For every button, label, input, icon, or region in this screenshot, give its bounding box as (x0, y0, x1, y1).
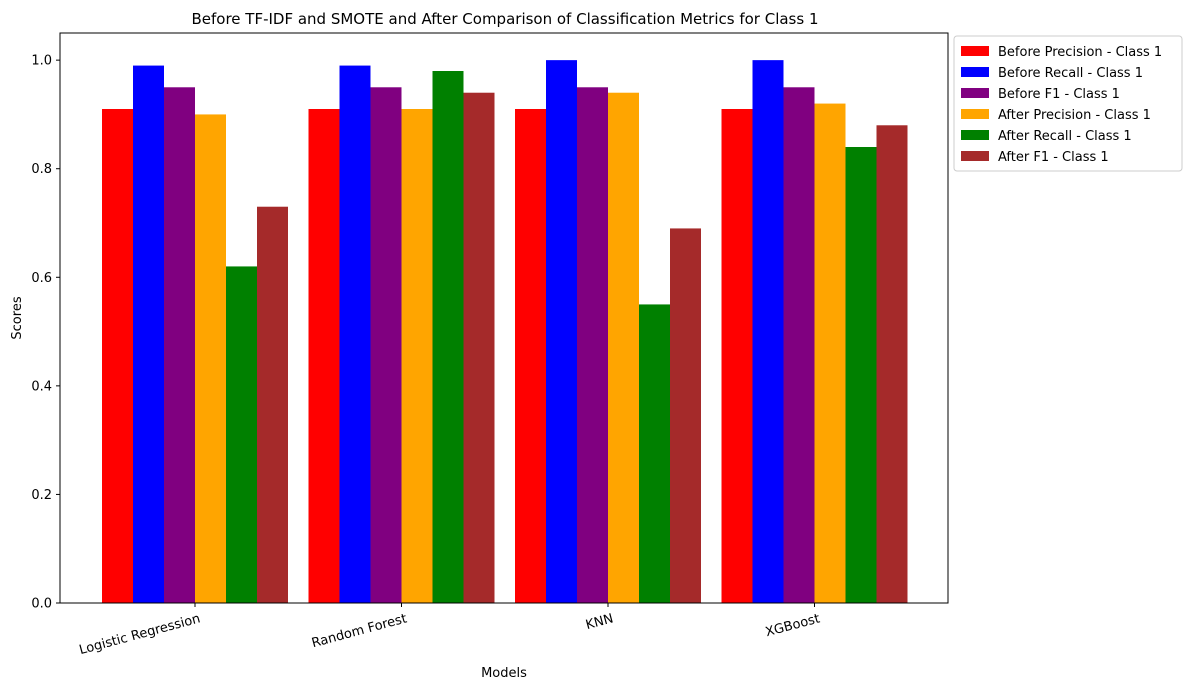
bar (608, 92, 639, 603)
bar (164, 87, 195, 604)
y-axis-title: Scores (10, 296, 25, 339)
legend-swatch (961, 67, 989, 77)
y-tick-label: 0.6 (31, 271, 52, 286)
bar (639, 304, 670, 603)
bar (546, 60, 577, 603)
y-tick-label: 0.2 (31, 488, 52, 503)
y-tick-label: 0.4 (31, 379, 52, 394)
bar (432, 71, 464, 603)
bar (577, 87, 608, 604)
bar (339, 65, 371, 604)
bar (370, 87, 402, 604)
bar (133, 65, 164, 604)
bar (814, 103, 846, 604)
bar (515, 109, 546, 603)
legend-label: Before F1 - Class 1 (998, 87, 1120, 102)
legend-swatch (961, 109, 989, 119)
x-tick-label: XGBoost (764, 611, 822, 640)
legend-swatch (961, 130, 989, 140)
bar (463, 92, 495, 603)
y-tick-label: 0.0 (31, 597, 52, 612)
bar (401, 109, 433, 603)
bar (670, 228, 701, 603)
bar (257, 206, 288, 603)
bars-group (102, 60, 908, 604)
legend-label: Before Precision - Class 1 (998, 45, 1162, 60)
bar (783, 87, 815, 604)
x-tick-label: Logistic Regression (78, 611, 202, 658)
bar (308, 109, 340, 603)
legend-frame (953, 35, 1183, 172)
x-axis: Logistic Regression Random Forest KNN XGBoo… (78, 603, 822, 658)
x-tick-label: KNN (584, 611, 615, 633)
bar (876, 125, 908, 604)
legend-swatch (961, 46, 989, 56)
legend-label: After Precision - Class 1 (998, 108, 1151, 123)
bar (752, 60, 784, 603)
x-tick-label: Random Forest (310, 611, 408, 651)
bar (721, 109, 753, 603)
y-tick-label: 1.0 (31, 54, 52, 69)
legend-swatch (961, 151, 989, 161)
plot-frame (59, 32, 949, 604)
legend-label: After Recall - Class 1 (998, 129, 1132, 144)
y-tick-label: 0.8 (31, 162, 52, 177)
legend: Before Precision - Class 1 Before Recall … (953, 35, 1183, 172)
bar (195, 114, 226, 603)
legend-label: After F1 - Class 1 (998, 150, 1109, 165)
bar (226, 266, 257, 603)
x-axis-title: Models (481, 666, 527, 681)
chart-title: Before TF-IDF and SMOTE and After Compar… (191, 10, 818, 28)
y-axis: 0.0 0.2 0.4 0.6 0.8 1.0 (31, 54, 60, 612)
bar (102, 109, 133, 603)
legend-label: Before Recall - Class 1 (998, 66, 1143, 81)
legend-swatch (961, 88, 989, 98)
bar (845, 147, 877, 603)
